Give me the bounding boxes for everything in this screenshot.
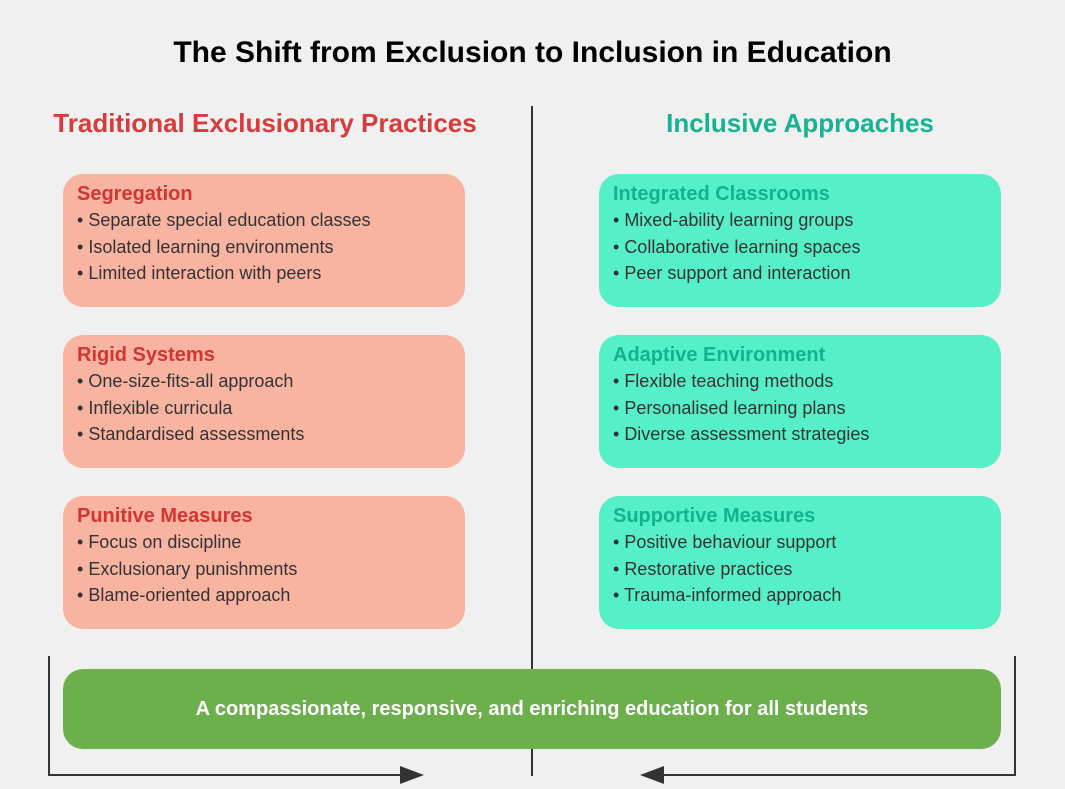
list-item: Diverse assessment strategies <box>613 421 987 448</box>
card-title: Supportive Measures <box>613 505 816 527</box>
list-item: Standardised assessments <box>77 421 451 448</box>
outcome-banner: A compassionate, responsive, and enrichi… <box>63 669 1001 749</box>
right-column-heading: Inclusive Approaches <box>666 108 934 138</box>
card-title: Rigid Systems <box>77 344 215 366</box>
card-title: Integrated Classrooms <box>613 183 830 205</box>
left-return-arrow <box>48 656 404 776</box>
card-punitive-measures: Punitive Measures Focus on discipline Ex… <box>63 496 465 629</box>
card-title: Punitive Measures <box>77 505 253 527</box>
right-arrowhead <box>640 766 664 784</box>
list-item: Personalised learning plans <box>613 395 987 422</box>
list-item: Positive behaviour support <box>613 529 987 556</box>
card-integrated-classrooms: Integrated Classrooms Mixed-ability lear… <box>599 174 1001 307</box>
card-rigid-systems: Rigid Systems One-size-fits-all approach… <box>63 335 465 468</box>
left-column-heading: Traditional Exclusionary Practices <box>53 108 477 138</box>
card-title: Segregation <box>77 183 193 205</box>
diagram-title: The Shift from Exclusion to Inclusion in… <box>173 36 892 69</box>
list-item: Limited interaction with peers <box>77 260 451 287</box>
left-arrowhead <box>400 766 424 784</box>
list-item: Restorative practices <box>613 556 987 583</box>
list-item: Focus on discipline <box>77 529 451 556</box>
card-supportive-measures: Supportive Measures Positive behaviour s… <box>599 496 1001 629</box>
outcome-banner-text: A compassionate, responsive, and enrichi… <box>195 697 869 720</box>
right-return-arrow <box>662 656 1016 776</box>
list-item: One-size-fits-all approach <box>77 368 451 395</box>
list-item: Peer support and interaction <box>613 260 987 287</box>
list-item: Inflexible curricula <box>77 395 451 422</box>
card-title: Adaptive Environment <box>613 344 826 366</box>
list-item: Mixed-ability learning groups <box>613 207 987 234</box>
list-item: Separate special education classes <box>77 207 451 234</box>
list-item: Isolated learning environments <box>77 234 451 261</box>
card-segregation: Segregation Separate special education c… <box>63 174 465 307</box>
list-item: Blame-oriented approach <box>77 582 451 609</box>
list-item: Collaborative learning spaces <box>613 234 987 261</box>
list-item: Exclusionary punishments <box>77 556 451 583</box>
list-item: Flexible teaching methods <box>613 368 987 395</box>
card-adaptive-environment: Adaptive Environment Flexible teaching m… <box>599 335 1001 468</box>
list-item: Trauma-informed approach <box>613 582 987 609</box>
